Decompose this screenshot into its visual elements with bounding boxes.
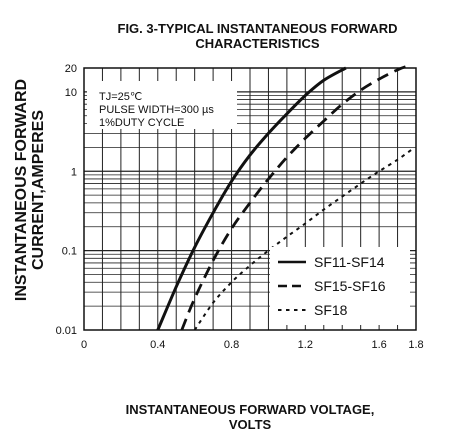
y-tick-label: 10	[65, 87, 77, 99]
x-axis-label-line-2: VOLTS	[228, 417, 272, 432]
annotation-line: TJ=25℃	[99, 91, 142, 103]
annotation-line: PULSE WIDTH=300 µs	[99, 104, 214, 116]
series-line-sf15-sf16	[180, 64, 408, 331]
legend-label: SF11-SF14	[314, 254, 385, 270]
plot-frame	[83, 67, 417, 331]
series-line-sf11-sf14	[156, 66, 347, 331]
series-line-sf18	[193, 148, 413, 331]
annotation-line: 1%DUTY CYCLE	[99, 117, 184, 129]
x-axis-label: INSTANTANEOUS FORWARD VOLTAGE, VOLTS	[70, 402, 430, 432]
legend-label: SF15-SF16	[314, 278, 386, 294]
y-tick-label: 1	[71, 166, 77, 178]
x-tick-label: 0.8	[224, 339, 239, 351]
x-tick-label: 0	[81, 339, 87, 351]
x-tick-label: 1.2	[298, 339, 313, 351]
x-tick-label: 0.4	[150, 339, 165, 351]
y-tick-label: 20	[65, 63, 77, 75]
chart-title-line-1: FIG. 3-TYPICAL INSTANTANEOUS FORWARD	[117, 21, 398, 36]
x-axis-label-line-1: INSTANTANEOUS FORWARD VOLTAGE,	[125, 402, 375, 417]
annotation-box	[87, 81, 237, 129]
chart-title-line-2: CHARACTERISTICS	[195, 36, 320, 51]
legend-label: SF18	[314, 302, 348, 318]
y-tick-label: 0.1	[62, 246, 77, 258]
x-tick-label: 1.6	[371, 339, 386, 351]
y-tick-label: 0.01	[56, 325, 77, 337]
x-tick-label: 1.8	[408, 339, 423, 351]
chart-title: FIG. 3-TYPICAL INSTANTANEOUS FORWARD CHA…	[60, 21, 455, 51]
